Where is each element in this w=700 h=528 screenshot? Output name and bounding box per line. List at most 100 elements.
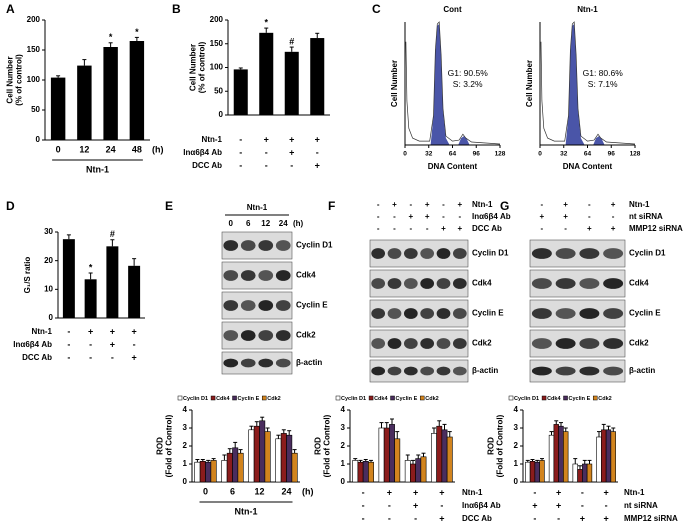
condition-name: Inα6β4 Ab xyxy=(13,340,52,349)
condition-name: Ntn-1 xyxy=(624,488,645,497)
blot-band xyxy=(555,308,576,319)
legend-swatch xyxy=(390,395,395,401)
condition-value: + xyxy=(425,212,430,221)
blot-band xyxy=(452,308,467,319)
protein-label: Cyclin E xyxy=(472,309,504,318)
condition-name: Ntn-1 xyxy=(32,327,53,336)
blot-band xyxy=(275,300,291,311)
condition-value: + xyxy=(413,487,418,497)
legend-swatch xyxy=(592,395,598,401)
blot-band xyxy=(371,338,386,349)
bar xyxy=(404,460,411,483)
blot-band xyxy=(275,330,291,341)
x-tick-label: 0 xyxy=(203,486,208,496)
condition-value: + xyxy=(587,224,592,233)
condition-name: Inα6β4 Ab xyxy=(183,148,222,157)
x-tick-label: 96 xyxy=(608,151,616,158)
condition-value: - xyxy=(414,513,417,523)
lane-label: 0 xyxy=(229,219,234,228)
condition-value: + xyxy=(603,487,608,497)
condition-value: - xyxy=(393,212,396,221)
condition-value: - xyxy=(377,200,380,209)
y-tick-label: 3 xyxy=(514,423,519,432)
bar xyxy=(441,429,448,483)
condition-name: DCC Ab xyxy=(472,224,502,233)
legend-label: Cdk4 xyxy=(547,396,561,402)
blot-panel xyxy=(369,239,469,268)
bar xyxy=(286,434,293,483)
bar xyxy=(553,424,559,483)
legend-label: Cdk2 xyxy=(425,396,438,402)
blot-band xyxy=(371,248,386,259)
bar xyxy=(582,463,588,483)
condition-value: + xyxy=(88,326,93,336)
protein-label: Cdk2 xyxy=(629,339,649,348)
bar xyxy=(605,429,612,483)
x-tick-label: 12 xyxy=(254,486,264,496)
y-tick-label: 0 xyxy=(219,110,224,119)
condition-value: + xyxy=(563,200,568,209)
blot-band xyxy=(420,248,435,259)
y-tick-label: 0 xyxy=(49,313,54,322)
condition-value: - xyxy=(362,513,365,523)
panel-letter: G xyxy=(500,199,509,213)
significance-marker: * xyxy=(264,17,268,27)
g2-peak xyxy=(593,136,605,145)
y-tick-label: 0 xyxy=(183,477,188,486)
condition-name: MMP12 siRNA xyxy=(629,224,683,233)
bar xyxy=(436,425,443,483)
legend-swatch xyxy=(177,395,183,401)
bar xyxy=(259,32,274,116)
condition-value: - xyxy=(541,224,544,233)
blot-band xyxy=(223,240,239,251)
y-tick-label: 10 xyxy=(44,284,53,293)
bar xyxy=(103,47,118,140)
condition-value: - xyxy=(581,500,584,510)
blot-band xyxy=(240,358,256,368)
legend-label: Cyclin E xyxy=(238,396,260,402)
y-axis-label: (% of control) xyxy=(15,54,24,106)
blot-band xyxy=(403,366,418,376)
condition-value: + xyxy=(289,147,294,157)
blot-band xyxy=(452,278,467,289)
y-tick-label: 4 xyxy=(514,405,519,414)
condition-value: - xyxy=(442,212,445,221)
bar xyxy=(194,461,201,483)
lane-label: 6 xyxy=(246,219,251,228)
y-tick-label: 2 xyxy=(183,441,188,450)
y-tick-label: 150 xyxy=(27,45,41,54)
bar xyxy=(420,456,427,483)
condition-value: - xyxy=(588,200,591,209)
condition-value: - xyxy=(605,500,608,510)
blot-band xyxy=(531,278,552,289)
condition-value: + xyxy=(408,212,413,221)
blot-band xyxy=(240,330,256,341)
bar xyxy=(106,246,119,318)
condition-name: DCC Ab xyxy=(192,161,222,170)
blot-band xyxy=(420,278,435,289)
y-tick-label: 4 xyxy=(183,405,188,414)
legend-label: Cdk4 xyxy=(216,396,230,402)
histogram-outline xyxy=(540,21,636,145)
bar xyxy=(221,460,228,483)
condition-value: + xyxy=(540,212,545,221)
legend-swatch xyxy=(508,395,514,401)
condition-value: - xyxy=(388,500,391,510)
bar xyxy=(352,460,359,483)
blot-band xyxy=(452,338,467,349)
lane-label: 24 xyxy=(279,219,288,228)
bar xyxy=(431,433,437,483)
blot-band xyxy=(603,308,624,319)
condition-value: - xyxy=(426,224,429,233)
blot-band xyxy=(531,338,552,349)
condition-value: + xyxy=(457,224,462,233)
condition-value: - xyxy=(89,339,92,349)
annotation: G1: 90.5% xyxy=(448,68,489,78)
y-tick-label: 1 xyxy=(341,459,346,468)
condition-value: - xyxy=(581,487,584,497)
y-tick-label: 200 xyxy=(210,15,224,24)
bar xyxy=(226,452,233,483)
blot-band xyxy=(436,248,451,259)
blot-band xyxy=(223,270,239,281)
